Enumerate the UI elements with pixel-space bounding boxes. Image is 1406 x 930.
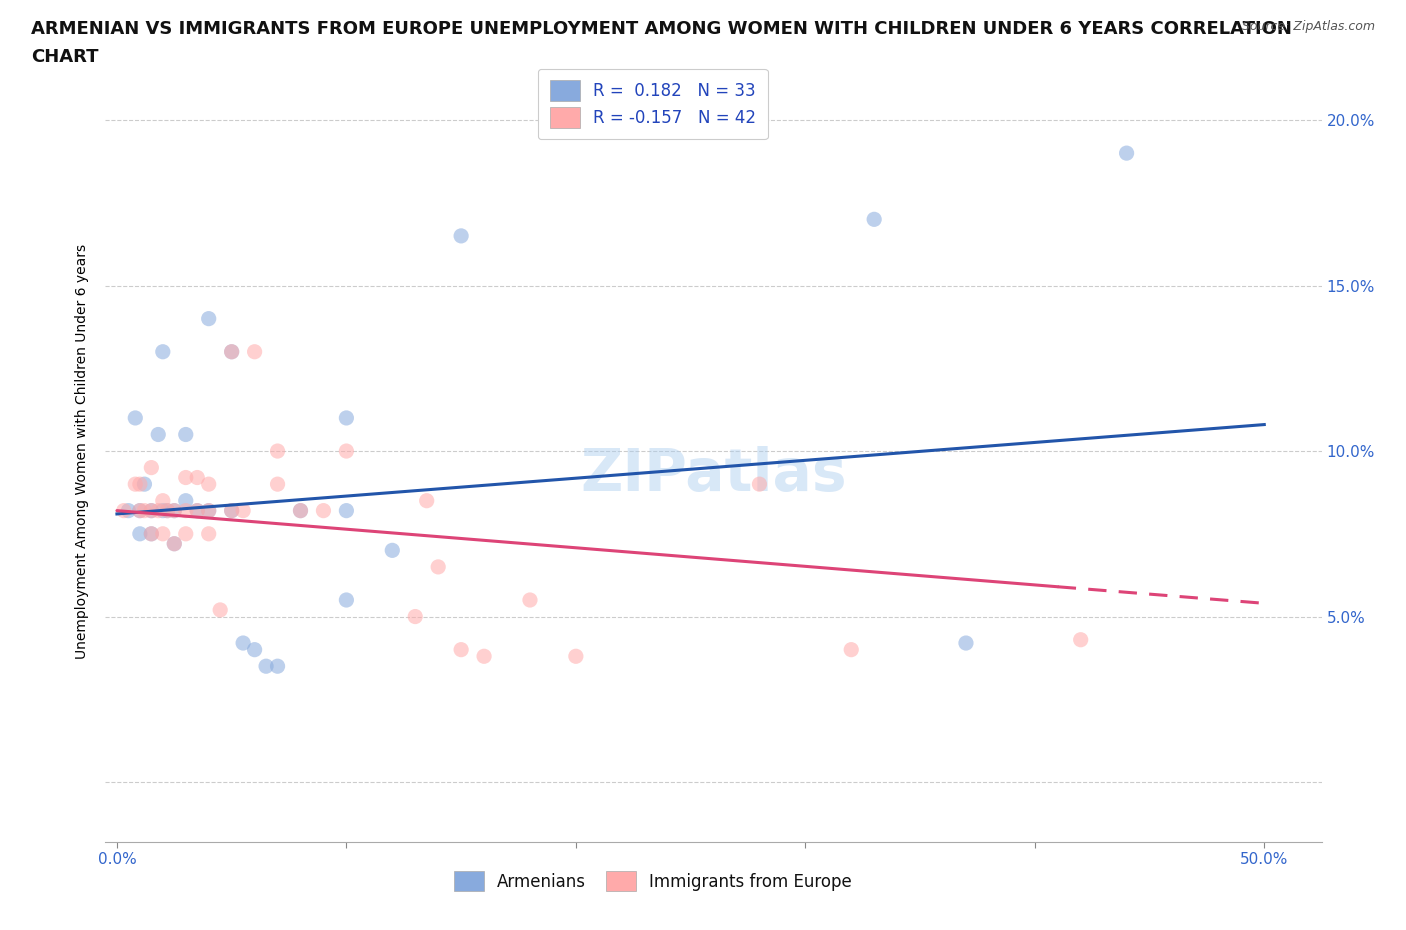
Point xyxy=(128,526,150,541)
Point xyxy=(186,503,208,518)
Point xyxy=(124,410,146,425)
Point xyxy=(839,643,862,658)
Point xyxy=(141,526,163,541)
Point xyxy=(1070,632,1092,647)
Point xyxy=(141,503,163,518)
Point xyxy=(186,503,208,518)
Point xyxy=(141,503,163,518)
Point xyxy=(186,470,208,485)
Point xyxy=(290,503,312,518)
Point xyxy=(232,503,254,518)
Point xyxy=(174,493,197,508)
Point xyxy=(221,344,243,359)
Point xyxy=(232,635,254,650)
Point xyxy=(174,470,197,485)
Text: Source: ZipAtlas.com: Source: ZipAtlas.com xyxy=(1241,20,1375,33)
Point xyxy=(254,658,277,673)
Point xyxy=(128,477,150,492)
Point xyxy=(1115,146,1137,161)
Legend: Armenians, Immigrants from Europe: Armenians, Immigrants from Europe xyxy=(446,863,860,899)
Point xyxy=(266,444,288,458)
Point xyxy=(221,503,243,518)
Point xyxy=(152,344,174,359)
Point xyxy=(148,427,170,442)
Point xyxy=(955,635,977,650)
Text: ZIPatlas: ZIPatlas xyxy=(581,446,846,503)
Point xyxy=(209,603,232,618)
Point xyxy=(152,493,174,508)
Point xyxy=(124,477,146,492)
Point xyxy=(152,526,174,541)
Point xyxy=(112,503,135,518)
Point xyxy=(197,503,219,518)
Point xyxy=(128,503,150,518)
Point xyxy=(565,649,588,664)
Point xyxy=(163,503,186,518)
Point xyxy=(381,543,404,558)
Point xyxy=(312,503,335,518)
Text: ARMENIAN VS IMMIGRANTS FROM EUROPE UNEMPLOYMENT AMONG WOMEN WITH CHILDREN UNDER : ARMENIAN VS IMMIGRANTS FROM EUROPE UNEMP… xyxy=(31,20,1292,38)
Point xyxy=(148,503,170,518)
Point xyxy=(243,643,266,658)
Text: 0.0%: 0.0% xyxy=(97,852,136,867)
Point xyxy=(134,503,156,518)
Point xyxy=(266,477,288,492)
Point xyxy=(427,560,450,575)
Point xyxy=(221,344,243,359)
Point xyxy=(128,503,150,518)
Point xyxy=(134,477,156,492)
Point xyxy=(519,592,541,607)
Text: 50.0%: 50.0% xyxy=(1240,852,1288,867)
Y-axis label: Unemployment Among Women with Children Under 6 years: Unemployment Among Women with Children U… xyxy=(76,244,90,658)
Point xyxy=(197,526,219,541)
Point xyxy=(163,537,186,551)
Point xyxy=(450,643,472,658)
Point xyxy=(117,503,139,518)
Point xyxy=(450,229,472,244)
Point xyxy=(156,503,179,518)
Point xyxy=(141,526,163,541)
Point xyxy=(335,444,357,458)
Point xyxy=(221,503,243,518)
Point xyxy=(335,503,357,518)
Point xyxy=(243,344,266,359)
Point xyxy=(748,477,770,492)
Point xyxy=(415,493,437,508)
Point xyxy=(335,410,357,425)
Point xyxy=(197,312,219,326)
Point xyxy=(156,503,179,518)
Point xyxy=(863,212,886,227)
Point xyxy=(197,503,219,518)
Point xyxy=(335,592,357,607)
Point xyxy=(152,503,174,518)
Text: CHART: CHART xyxy=(31,48,98,66)
Point xyxy=(163,503,186,518)
Point xyxy=(290,503,312,518)
Point xyxy=(174,526,197,541)
Point xyxy=(404,609,426,624)
Point xyxy=(472,649,495,664)
Point xyxy=(174,503,197,518)
Point xyxy=(174,427,197,442)
Point xyxy=(197,477,219,492)
Point xyxy=(266,658,288,673)
Point xyxy=(163,537,186,551)
Point xyxy=(141,460,163,475)
